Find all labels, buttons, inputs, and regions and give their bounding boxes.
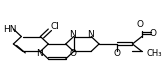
- Text: HN: HN: [3, 25, 16, 34]
- Text: N: N: [70, 30, 76, 39]
- Text: O: O: [69, 49, 76, 58]
- Text: CH₃: CH₃: [147, 49, 162, 58]
- Text: O: O: [113, 49, 120, 58]
- Text: Cl: Cl: [50, 22, 59, 31]
- Text: O: O: [150, 29, 156, 38]
- Text: O: O: [136, 20, 143, 29]
- Text: N: N: [36, 49, 43, 58]
- Text: N: N: [87, 30, 94, 39]
